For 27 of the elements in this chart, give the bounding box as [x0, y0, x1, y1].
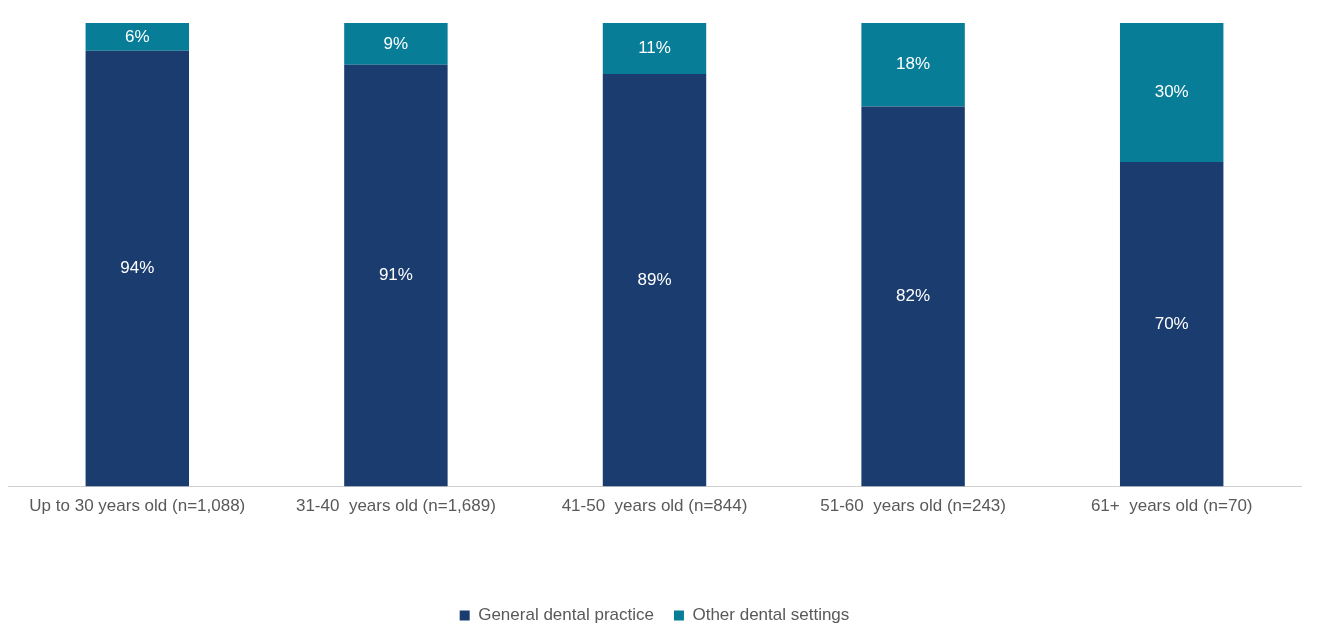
- bar: [861, 23, 965, 107]
- x-tick-label: 31-40 years old (n=1,689): [295, 496, 496, 516]
- data-label: 82%: [896, 286, 931, 306]
- bar: [85, 23, 190, 51]
- data-label: 6%: [125, 26, 150, 46]
- bar: [344, 64, 448, 487]
- bar: [602, 23, 707, 74]
- x-tick-label: Up to 30 years old (n=1,088): [29, 496, 246, 516]
- bar: [861, 106, 965, 487]
- data-label: 30%: [1154, 82, 1189, 102]
- data-label: 18%: [896, 54, 931, 74]
- bar: [602, 74, 707, 487]
- x-tick-label: 61+ years old (n=70): [1090, 496, 1253, 516]
- legend-label: General dental practice: [478, 605, 654, 625]
- legend-label: Other dental settings: [692, 605, 850, 625]
- x-tick-label: 51-60 years old (n=243): [820, 496, 1006, 516]
- data-label: 9%: [383, 33, 409, 53]
- data-label: 94%: [120, 258, 155, 278]
- data-label: 89%: [637, 269, 672, 289]
- x-tick-label: 41-50 years old (n=844): [561, 496, 748, 516]
- bar: [85, 50, 190, 487]
- bar: [1119, 23, 1224, 163]
- bar: [1119, 162, 1224, 487]
- bar: [344, 23, 448, 65]
- data-label: 70%: [1154, 314, 1189, 334]
- data-label: 91%: [378, 265, 413, 285]
- data-label: 11%: [638, 38, 671, 58]
